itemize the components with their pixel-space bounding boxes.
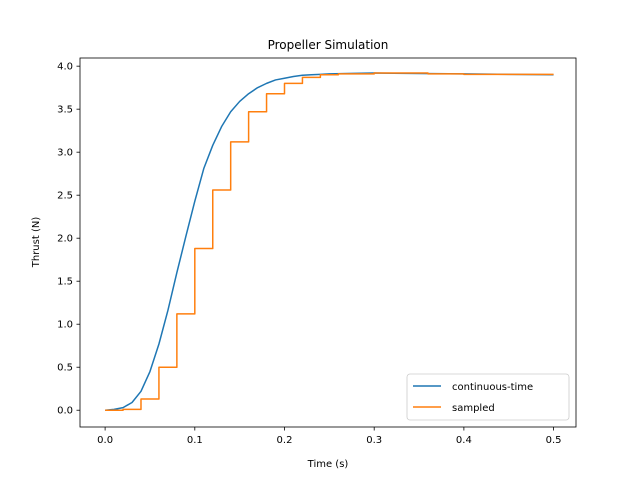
plot-frame xyxy=(79,57,577,428)
y-tick-label: 3.0 xyxy=(57,148,73,159)
legend-label-continuous: continuous-time xyxy=(452,382,533,393)
series-line-sampled xyxy=(105,72,554,411)
y-tick-label: 4.0 xyxy=(57,62,73,73)
x-tick-label: 0.3 xyxy=(366,435,382,446)
y-tick-label: 1.5 xyxy=(57,277,73,288)
y-tick-label: 0.0 xyxy=(57,406,73,417)
x-tick-label: 0.5 xyxy=(546,435,562,446)
y-tick-label: 2.5 xyxy=(57,191,73,202)
plot-area xyxy=(80,58,576,427)
y-tick-label: 0.5 xyxy=(57,363,73,374)
chart-title: Propeller Simulation xyxy=(268,38,389,52)
x-tick-label: 0.2 xyxy=(277,435,293,446)
x-tick-label: 0.4 xyxy=(456,435,472,446)
x-tick-label: 0.0 xyxy=(97,435,113,446)
legend: continuous-time sampled xyxy=(406,373,570,421)
x-tick-label: 0.1 xyxy=(187,435,203,446)
y-tick-label: 2.0 xyxy=(57,234,73,245)
y-axis-label: Thrust (N) xyxy=(31,217,42,269)
x-axis: 0.0 0.1 0.2 0.3 0.4 0.5 xyxy=(97,427,562,446)
series-layer xyxy=(105,72,554,411)
y-tick-label: 3.5 xyxy=(57,105,73,116)
legend-label-sampled: sampled xyxy=(452,403,495,414)
y-tick-label: 1.0 xyxy=(57,320,73,331)
y-axis: 0.0 0.5 1.0 1.5 2.0 2.5 3.0 3.5 4.0 xyxy=(57,62,80,417)
legend-box xyxy=(406,373,570,421)
x-axis-label: Time (s) xyxy=(307,459,349,470)
